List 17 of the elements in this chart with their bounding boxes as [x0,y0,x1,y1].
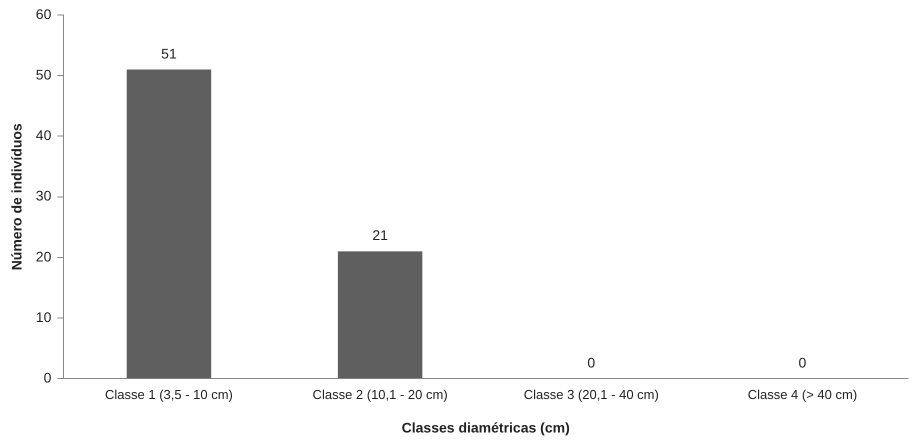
x-tick-label: Classe 1 (3,5 - 10 cm) [105,386,233,402]
x-axis-title: Classes diamétricas (cm) [402,419,570,436]
y-tick-label: 30 [36,188,52,204]
data-label: 0 [587,354,596,370]
x-tick-label: Classe 2 (10,1 - 20 cm) [312,386,448,402]
y-tick-label: 50 [36,66,52,82]
y-axis-title: Número de indivíduos [8,123,24,270]
x-tick-label: Classe 4 (> 40 cm) [748,386,858,402]
y-tick-label: 40 [36,127,52,144]
y-tick-label: 60 [36,6,52,22]
y-tick-label: 20 [36,248,52,264]
y-tick-label: 0 [44,369,52,386]
data-label: 51 [161,45,177,62]
x-tick-label: Classe 3 (20,1 - 40 cm) [524,386,659,402]
y-tick-label: 10 [36,308,52,325]
data-label: 21 [372,227,388,244]
data-label: 0 [798,354,807,370]
